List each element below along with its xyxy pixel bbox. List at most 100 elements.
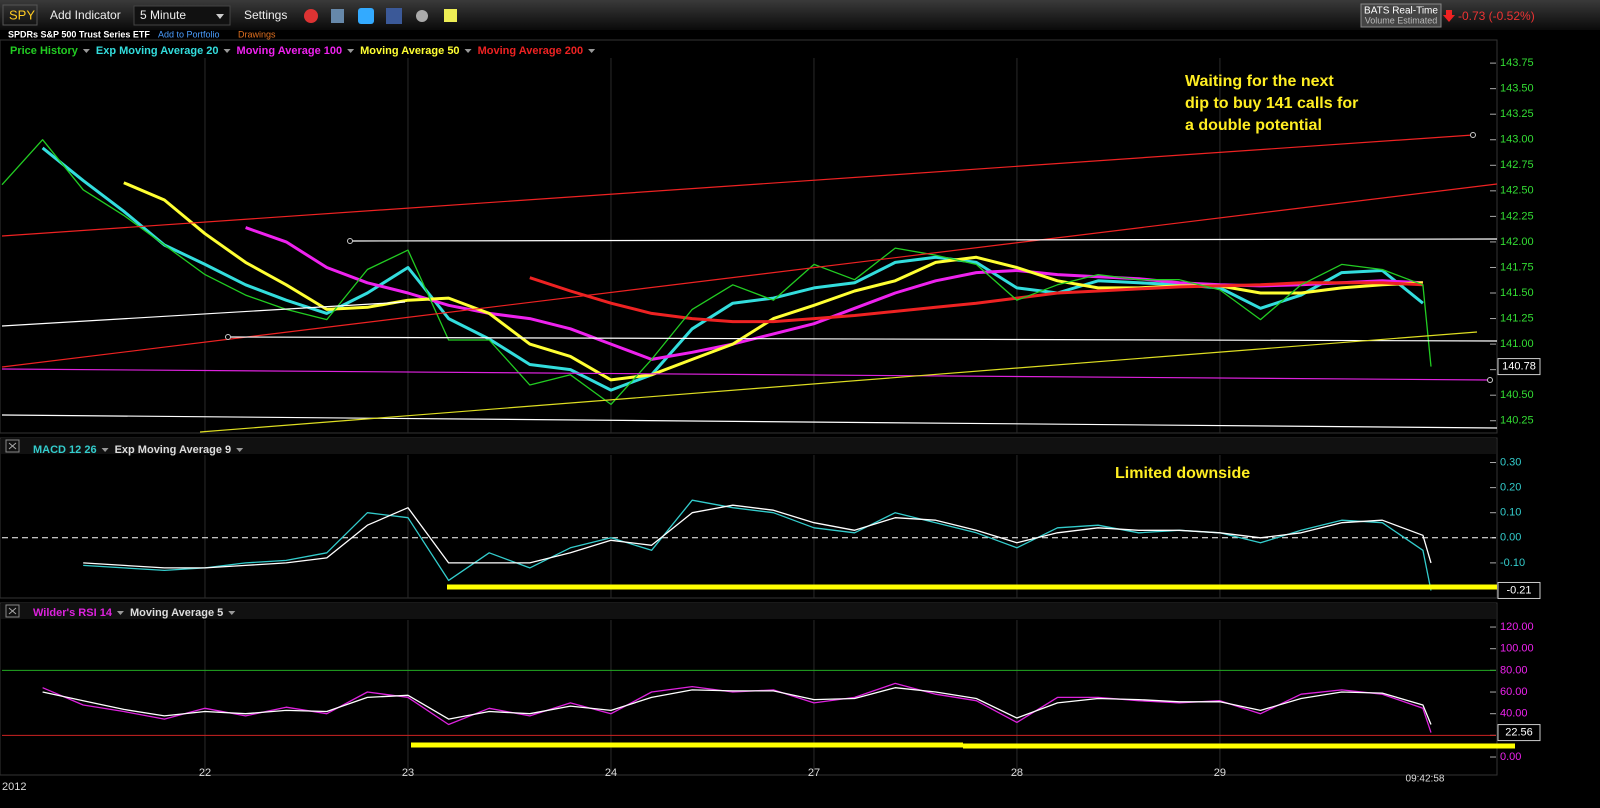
series-line — [83, 504, 1432, 569]
legend-entry[interactable]: Wilder's RSI 14 — [33, 607, 113, 619]
price-tag — [1497, 724, 1541, 742]
close-icon — [8, 442, 17, 450]
y-tick-label: 0.00 — [1500, 751, 1521, 763]
facebook-icon[interactable] — [386, 8, 402, 24]
y-tick-label: 0.00 — [1500, 532, 1521, 544]
trend-handle — [1487, 377, 1493, 383]
y-tick-label: 141.50 — [1500, 287, 1534, 299]
legend-arrow — [116, 611, 124, 615]
settings[interactable]: Settings — [244, 8, 287, 22]
price-tag-label: 22.56 — [1505, 726, 1533, 738]
y-tick-label: 141.25 — [1500, 312, 1534, 324]
change: -0.73 (-0.52%) — [1458, 9, 1535, 23]
annotation: a double potential — [1185, 117, 1322, 134]
timestamp: 09:42:58 — [1406, 774, 1445, 785]
legend-entry[interactable]: Moving Average 100 — [237, 45, 343, 57]
x-tick-label: 24 — [605, 767, 617, 779]
legend-entry[interactable]: Moving Average 50 — [360, 45, 459, 57]
legend-entry[interactable]: MACD 12 26 — [33, 444, 97, 456]
toolbar — [0, 0, 1600, 30]
legend-arrow — [236, 448, 244, 452]
feed-box — [1360, 3, 1442, 28]
annotation: Limited downside — [1115, 465, 1250, 482]
panel-header — [1, 603, 1496, 619]
y-tick-label: 143.25 — [1500, 108, 1534, 120]
series-line — [529, 276, 1423, 324]
trend-handle — [1470, 132, 1476, 138]
close-button[interactable] — [5, 604, 20, 618]
annotation: Waiting for the next — [1185, 73, 1334, 90]
drawings[interactable]: Drawings — [238, 29, 276, 39]
drawings-layer — [1, 132, 1515, 749]
share-icon[interactable] — [416, 10, 428, 22]
series-line — [83, 499, 1432, 591]
y-tick-label: 142.00 — [1500, 236, 1534, 248]
series-line — [42, 687, 1432, 725]
y-tick-label: 143.75 — [1500, 57, 1534, 69]
trend-handle — [347, 238, 353, 244]
legend-entry[interactable]: Moving Average 5 — [130, 607, 223, 619]
y-tick-label: 141.75 — [1500, 261, 1534, 273]
year-label: 2012 — [2, 781, 26, 793]
y-tick-label: 142.75 — [1500, 159, 1534, 171]
x-tick-label: 28 — [1011, 767, 1023, 779]
close-icon — [8, 607, 17, 615]
price-tag — [1497, 581, 1541, 599]
panel-frame — [0, 39, 1498, 434]
panel-header — [1, 438, 1496, 454]
security-name: SPDRs S&P 500 Trust Series ETF — [8, 29, 150, 39]
add-indicator[interactable]: Add Indicator — [50, 8, 121, 22]
note-icon[interactable] — [444, 9, 457, 22]
legend-arrow — [228, 611, 236, 615]
price-tag — [1497, 358, 1541, 376]
resistance-line — [349, 238, 1498, 242]
down-arrow — [1443, 10, 1455, 22]
y-tick-label: 141.00 — [1500, 338, 1534, 350]
support-line — [227, 336, 1498, 342]
close-button[interactable] — [5, 439, 20, 453]
legend-entry[interactable]: Exp Moving Average 9 — [115, 444, 232, 456]
legend-entry[interactable]: Price History — [10, 45, 79, 57]
trend-handle — [225, 334, 231, 340]
y-tick-label: 142.25 — [1500, 210, 1534, 222]
volume-note: Volume Estimated — [1365, 15, 1438, 25]
x-tick-label: 22 — [199, 767, 211, 779]
twitter-icon[interactable] — [358, 8, 374, 24]
interval[interactable]: 5 Minute — [140, 8, 186, 22]
support-line — [1, 414, 1498, 429]
legend-arrow — [464, 49, 472, 53]
symbol-box[interactable] — [2, 4, 38, 26]
plots: 22 23 24 27 28 29 143.75 143.50 143.25 143.00 142.… — [0, 39, 1541, 779]
annotation: dip to buy 141 calls for — [1185, 95, 1358, 112]
y-tick-label: 143.00 — [1500, 134, 1534, 146]
news-icon[interactable] — [331, 9, 344, 23]
y-tick-label: 60.00 — [1500, 686, 1528, 698]
interval-select[interactable] — [133, 5, 231, 26]
legend-arrow — [588, 49, 596, 53]
legend-arrow — [223, 49, 231, 53]
alarm-icon[interactable] — [304, 9, 318, 23]
price-tag-label: 140.78 — [1502, 360, 1536, 372]
add-to-portfolio[interactable]: Add to Portfolio — [158, 29, 220, 39]
trend-line — [1, 301, 406, 327]
price-tag-label: -0.21 — [1506, 584, 1531, 596]
symbol[interactable]: SPY — [9, 7, 35, 22]
legend-arrow — [347, 49, 355, 53]
y-tick-label: 0.30 — [1500, 456, 1521, 468]
series-line — [1, 139, 1432, 406]
y-tick-label: 142.50 — [1500, 185, 1534, 197]
x-tick-label: 29 — [1214, 767, 1226, 779]
legend-entry[interactable]: Moving Average 200 — [478, 45, 584, 57]
y-tick-label: 143.50 — [1500, 83, 1534, 95]
legend-entry[interactable]: Exp Moving Average 20 — [96, 45, 219, 57]
dropdown-arrow — [216, 14, 224, 19]
y-tick-label: 0.20 — [1500, 482, 1521, 494]
trend-line — [199, 331, 1478, 433]
y-tick-label: 140.50 — [1500, 389, 1534, 401]
legend-arrow — [82, 49, 90, 53]
feed: BATS Real-Time — [1364, 6, 1438, 17]
x-tick-label: 27 — [808, 767, 820, 779]
